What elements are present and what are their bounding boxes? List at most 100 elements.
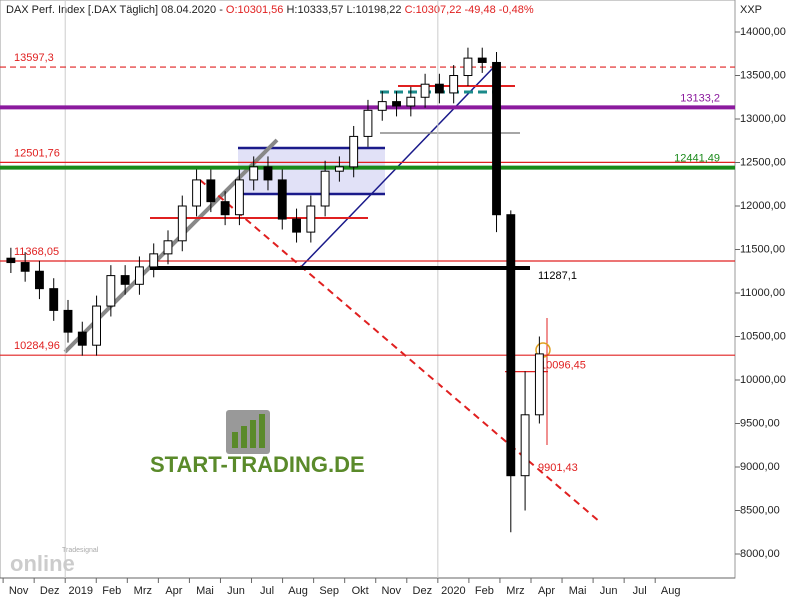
- x-tick-label: Jul: [260, 585, 274, 597]
- x-tick-label: Nov: [9, 585, 29, 597]
- level-label: 10096,45: [540, 360, 586, 372]
- candle-body: [206, 179, 216, 203]
- header-change-pct: -0,48%: [499, 4, 534, 16]
- trendline: [199, 179, 601, 523]
- axis-unit: XXP: [740, 4, 762, 16]
- candle-body: [234, 179, 244, 216]
- level-label: 11368,05: [14, 246, 59, 258]
- y-tick-label: 13000,00: [740, 113, 786, 125]
- x-tick-label: Apr: [538, 585, 555, 597]
- candle-body: [349, 135, 359, 168]
- candle-body: [534, 353, 544, 416]
- y-tick-label: 10000,00: [740, 374, 786, 386]
- level-label: 11287,1: [538, 270, 577, 282]
- x-tick-label: Jul: [633, 585, 647, 597]
- level-label: 13133,2: [680, 92, 720, 104]
- candle-body: [35, 270, 44, 290]
- x-tick-label: Nov: [381, 585, 401, 597]
- candle-body: [63, 309, 73, 333]
- level-label: 12441,49: [674, 153, 720, 165]
- header-open: O:10301,56: [226, 4, 284, 16]
- candle-body: [477, 57, 487, 63]
- x-tick-label: Apr: [165, 585, 182, 597]
- watermark: online: [10, 551, 75, 576]
- header-low: L:10198,22: [346, 4, 401, 16]
- x-tick-label: Sep: [319, 585, 339, 597]
- x-tick-label: Feb: [102, 585, 121, 597]
- x-tick-label: Mrz: [506, 585, 524, 597]
- y-tick-label: 12000,00: [740, 200, 786, 212]
- level-label: 10284,96: [14, 340, 60, 352]
- header-high: H:10333,57: [286, 4, 343, 16]
- candle-body: [463, 57, 473, 77]
- candle-body: [6, 257, 16, 264]
- annotation: 9901,43: [538, 462, 578, 474]
- candle-body: [520, 414, 530, 477]
- x-tick-label: Dez: [40, 585, 60, 597]
- candle-body: [449, 75, 459, 94]
- header-change: -49,48: [465, 4, 496, 16]
- x-tick-label: Feb: [475, 585, 494, 597]
- trendlines: [63, 67, 601, 523]
- candle-body: [77, 331, 87, 346]
- y-tick-label: 8500,00: [740, 504, 780, 516]
- x-tick-label: Dez: [413, 585, 433, 597]
- header-close: C:10307,22: [405, 4, 462, 16]
- y-tick-label: 14000,00: [740, 26, 786, 38]
- y-tick-label: 12500,00: [740, 156, 786, 168]
- x-tick-label: Jun: [600, 585, 618, 597]
- logo-text: START-TRADING.DE: [150, 452, 365, 477]
- candle-body: [320, 170, 330, 207]
- candle-body: [263, 166, 273, 181]
- logo-bar: [241, 426, 247, 448]
- candle-body: [420, 83, 430, 98]
- x-tick-label: 2020: [441, 585, 465, 597]
- candle-body: [92, 305, 101, 346]
- candle-body: [492, 61, 501, 216]
- x-tick-label: Mai: [569, 585, 587, 597]
- candle-body: [334, 166, 344, 172]
- y-tick-label: 10500,00: [740, 330, 786, 342]
- candle-body: [220, 201, 230, 216]
- plot-area: [0, 0, 736, 579]
- candle-body: [49, 288, 59, 311]
- x-tick-label: Okt: [352, 585, 369, 597]
- candle-body: [363, 109, 373, 137]
- level-label: 12501,76: [14, 147, 60, 159]
- logo: START-TRADING.DE Tradesignal online: [10, 410, 365, 576]
- x-tick-label: Aug: [661, 585, 681, 597]
- header: DAX Perf. Index [.DAX Täglich] 08.04.202…: [6, 4, 534, 16]
- candle-body: [277, 179, 287, 220]
- x-tick-label: Mrz: [134, 585, 152, 597]
- logo-bar: [250, 420, 256, 448]
- x-tick-label: Mai: [196, 585, 214, 597]
- candle-body: [20, 262, 30, 272]
- candle-body: [192, 179, 201, 207]
- candle-body: [506, 214, 516, 477]
- y-tick-label: 11500,00: [740, 243, 785, 255]
- candle-body: [149, 253, 159, 268]
- logo-bar: [259, 414, 265, 448]
- x-tick-label: Aug: [288, 585, 308, 597]
- y-tick-label: 13500,00: [740, 69, 786, 81]
- candle-body: [177, 205, 187, 242]
- candle-body: [434, 83, 444, 94]
- y-tick-label: 11000,00: [740, 287, 785, 299]
- candle-body: [249, 166, 259, 181]
- candle-body: [163, 240, 173, 255]
- y-tick-label: 8000,00: [740, 548, 780, 560]
- level-label: 13597,3: [14, 52, 54, 64]
- candle-body: [406, 96, 416, 107]
- candle-body: [134, 266, 144, 285]
- watermark: Tradesignal: [62, 547, 99, 554]
- y-tick-label: 9000,00: [740, 461, 780, 473]
- candle-body: [106, 275, 116, 307]
- candle-body: [120, 275, 130, 285]
- header-name: DAX Perf. Index [.DAX Täglich] 08.04.202…: [6, 4, 223, 16]
- y-tick-label: 9500,00: [740, 417, 780, 429]
- candle-body: [377, 101, 387, 111]
- x-tick-label: Jun: [227, 585, 245, 597]
- x-tick-label: 2019: [68, 585, 92, 597]
- logo-bar: [232, 432, 238, 448]
